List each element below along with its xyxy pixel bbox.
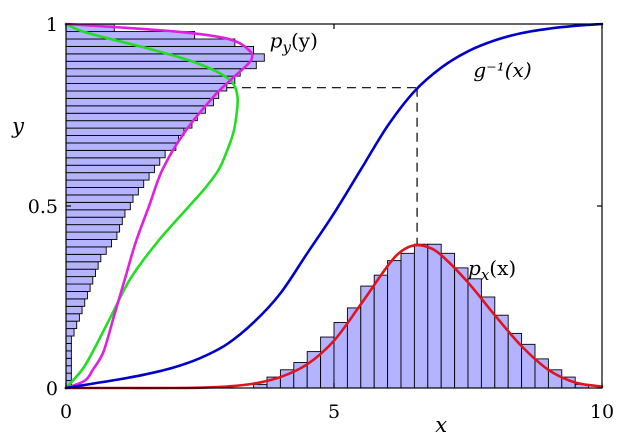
hist-y-bar [65, 216, 123, 226]
x-axis-label: x [435, 413, 447, 437]
x-tick-label: 10 [590, 401, 614, 423]
hist-y-bar [65, 164, 155, 174]
hist-x-bar [480, 296, 496, 389]
hist-y-bar [65, 135, 180, 144]
hist-y-bar [65, 291, 88, 300]
hist-y-bar [65, 313, 80, 322]
hist-y-bar [65, 246, 107, 255]
hist-y-bar [65, 231, 118, 240]
hist-y-bar [65, 187, 139, 196]
hist-y-bar [65, 157, 161, 166]
hist-y-bar [65, 350, 72, 359]
hist-y-bar [65, 209, 126, 218]
x-tick-label: 0 [60, 401, 72, 423]
annotation-g-inverse: g⁻¹(x) [473, 58, 531, 82]
hist-y-bar [65, 283, 91, 292]
y-tick-label: 0 [46, 378, 58, 400]
hist-y-bar [65, 120, 193, 129]
hist-y-bar [65, 276, 94, 285]
hist-x-bar [413, 243, 429, 389]
label-layer: 0 5 10 0 0.5 1 [28, 14, 614, 423]
annotation-layer: px(x) py(y) g⁻¹(x) [270, 29, 532, 285]
hist-y-bar [65, 90, 220, 99]
hist-y-bar [65, 127, 185, 136]
hist-y-bar [65, 372, 72, 382]
hist-y-bar [65, 194, 134, 203]
y-axis-label: y [11, 114, 25, 138]
hist-x-bar [454, 267, 469, 389]
y-tick-label: 1 [46, 14, 58, 36]
hist-y-bar [65, 105, 206, 114]
hist-y-bar [65, 342, 72, 352]
y-tick-label: 0.5 [28, 196, 58, 218]
annotation-px: px(x) [468, 256, 516, 284]
hist-y-bar [65, 179, 145, 188]
hist-y-bar [65, 335, 72, 344]
hist-y-bar [65, 268, 96, 278]
hist-y-bar [65, 328, 75, 337]
histogram-y-layer [65, 23, 265, 389]
hist-x-bar [373, 274, 389, 389]
hist-y-bar [65, 365, 72, 374]
tick-layer [65, 23, 603, 389]
hist-y-bar [65, 305, 83, 315]
hist-y-bar [65, 239, 113, 248]
hist-y-bar [65, 53, 265, 62]
hist-x-bar [387, 260, 402, 389]
x-tick-label: 5 [328, 401, 340, 423]
hist-y-bar [65, 149, 166, 159]
series-line-g-inv [64, 22, 604, 390]
hist-y-bar [65, 320, 78, 330]
hist-y-bar [65, 253, 102, 263]
annotation-py: py(y) [270, 29, 318, 57]
hist-y-bar [65, 60, 257, 70]
hist-y-bar [65, 83, 228, 92]
hist-x-bar [440, 252, 456, 389]
hist-y-bar [65, 357, 72, 367]
hist-x-bar [521, 343, 536, 389]
hist-y-bar [65, 112, 198, 122]
hist-x-bar [507, 332, 523, 389]
hist-y-bar [65, 261, 99, 270]
series-line-py-curve [64, 22, 254, 390]
hist-y-bar [65, 224, 121, 233]
hist-y-bar [65, 97, 214, 107]
guide-layer [226, 87, 418, 246]
series-line-py-alt-curve [64, 22, 240, 390]
hist-y-bar [65, 38, 236, 47]
hist-x-bar [427, 243, 442, 389]
hist-y-bar [65, 298, 86, 307]
hist-y-bar [65, 172, 150, 181]
hist-y-bar [65, 142, 177, 151]
hist-x-bar [494, 314, 509, 389]
hist-x-bar [400, 252, 415, 389]
hist-y-bar [65, 201, 131, 211]
hist-y-bar [65, 75, 236, 85]
